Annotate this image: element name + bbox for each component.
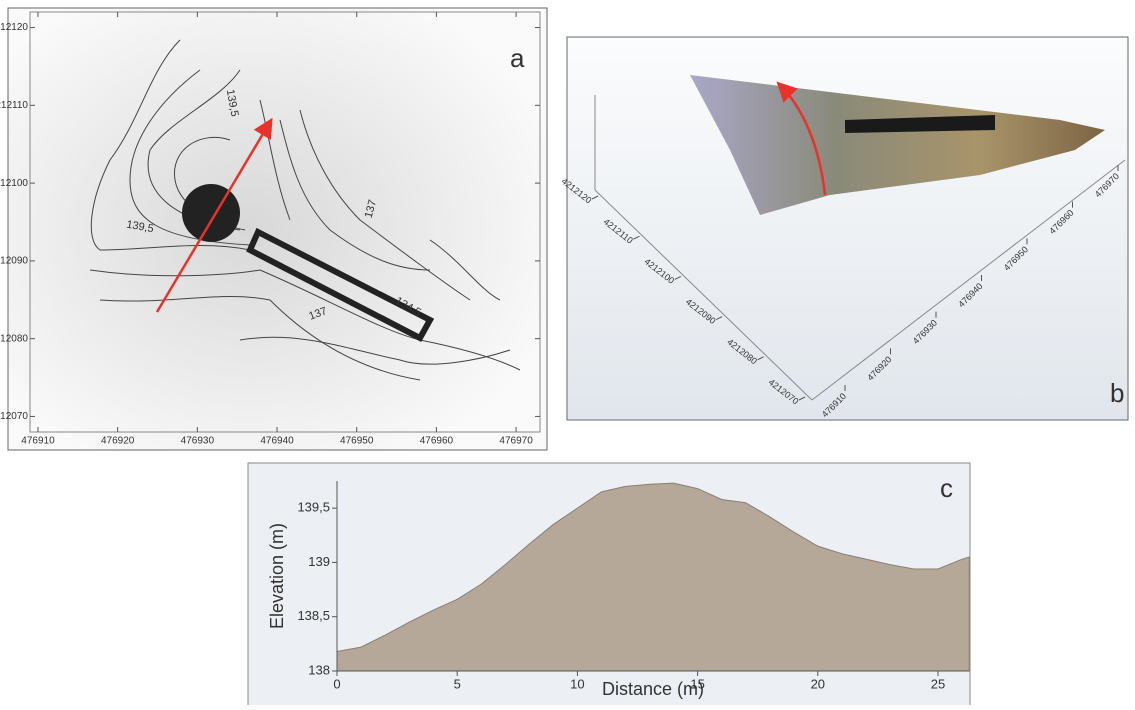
y-tick-label: 4212110 [0,100,28,111]
x-tick-label: 0 [333,676,340,691]
area [336,482,970,672]
y-tick-label: 139,5 [297,500,330,515]
y-axis [594,189,813,401]
tick-mark [757,356,764,361]
contour-label: 137 [307,305,328,323]
panel-label: c [940,473,953,503]
y-tick-label: 138 [308,662,330,677]
x-tick-label: 476960 [420,436,454,447]
x-tick-label: 476950 [340,436,374,447]
plot-frame [29,11,541,433]
x-tick-label: 476920 [101,436,135,447]
panel-a [7,7,548,451]
x-axis [811,159,1126,401]
y-axis-title: Elevation (m) [267,523,287,629]
panel-label: b [1110,378,1124,408]
x-axis-title: Distance (m) [602,679,704,699]
x-tick-label: 15 [690,676,704,691]
tick-mark [715,316,723,321]
contour-label: 139,5 [125,219,154,236]
x-tick-label: 25 [931,676,945,691]
y-tick-label: 138,5 [297,608,330,623]
x-tick-label: 10 [570,676,584,691]
tick-mark [674,275,682,280]
panel-label: a [510,43,525,73]
profile-arrow [776,81,827,196]
x-tick-label: 476970 [499,436,533,447]
trench-3d [845,115,995,133]
y-tick-label: 4212120 [0,22,28,33]
contour-label: 137 [363,199,379,220]
x-tick-label: 5 [454,676,461,691]
y-tick-label: 4212080 [0,333,28,344]
contour-label: 139,5 [224,88,241,117]
tick-mark [591,195,599,200]
y-tick-label: 4212090 [0,256,28,267]
y-tick-label: 139 [308,554,330,569]
trench [246,227,435,343]
x-tick-label: 476930 [181,436,215,447]
surface [690,75,1105,215]
tick-mark [633,235,640,240]
tree-crown [182,184,240,242]
tick-mark [798,396,806,401]
x-tick-label: 20 [811,676,825,691]
x-tick-label: 476910 [21,436,55,447]
y-tick-label: 4212070 [0,411,28,422]
profile-arrow [155,117,273,313]
y-tick-label: 4212100 [0,178,28,189]
x-tick-label: 476940 [260,436,294,447]
